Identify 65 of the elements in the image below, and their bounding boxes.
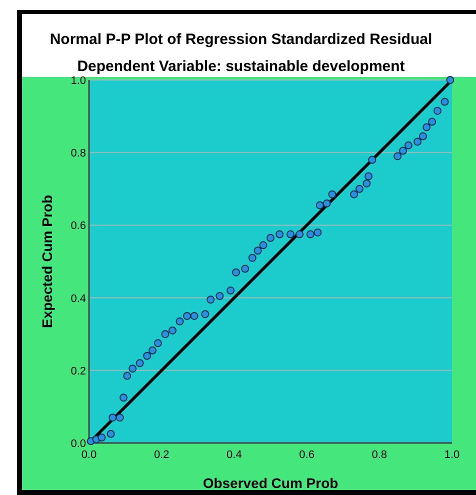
point [422, 123, 431, 132]
point [355, 184, 364, 193]
point [276, 230, 284, 238]
point [161, 330, 170, 338]
point [394, 152, 402, 160]
chart-title: Normal P-P Plot of Regression Standardized Residual [50, 31, 432, 48]
point [108, 414, 117, 422]
x-tick-label: 0.8 [372, 449, 388, 461]
point [440, 98, 449, 106]
point [259, 241, 268, 250]
point [98, 434, 106, 442]
x-axis-title: Observed Cum Prob [202, 475, 338, 491]
point [206, 296, 215, 304]
point [183, 312, 192, 320]
x-tick-label: 1.0 [444, 449, 460, 461]
point [296, 230, 304, 238]
point [328, 190, 336, 198]
point [143, 352, 152, 360]
point [350, 190, 358, 198]
point [414, 138, 422, 146]
point [362, 179, 371, 188]
point [286, 230, 294, 238]
point [148, 346, 157, 354]
point [404, 141, 412, 150]
point [123, 372, 132, 380]
point [314, 228, 322, 236]
point [106, 430, 115, 438]
point [232, 268, 240, 276]
point [176, 317, 184, 326]
y-tick-label: 0.6 [70, 220, 86, 232]
point [241, 264, 250, 273]
point [446, 76, 454, 84]
point [116, 414, 124, 422]
point [316, 201, 324, 210]
point [322, 199, 331, 208]
x-tick-label: 0.4 [226, 449, 242, 461]
y-tick-label: 0.0 [70, 438, 86, 450]
point [433, 106, 442, 115]
point [136, 359, 144, 368]
y-tick-label: 0.8 [70, 148, 86, 160]
x-tick-label: 0.6 [299, 449, 314, 461]
x-tick-label: 0.2 [154, 449, 170, 461]
point [368, 156, 376, 164]
point [216, 292, 224, 300]
point [201, 310, 210, 318]
point [364, 172, 373, 180]
point [398, 146, 407, 155]
point [418, 132, 427, 140]
y-axis-title: Expected Cum Prob [39, 194, 55, 328]
x-tick-label: 0.0 [81, 449, 97, 461]
y-tick-label: 0.4 [70, 292, 86, 305]
point [226, 286, 235, 295]
point [428, 118, 436, 126]
point [119, 394, 128, 402]
y-tick-label: 0.2 [70, 365, 86, 378]
point [306, 230, 314, 238]
point [128, 364, 137, 373]
point [154, 339, 162, 348]
point [190, 312, 198, 320]
point [254, 246, 262, 255]
point [266, 234, 274, 242]
chart-subtitle: Dependent Variable: sustainable development [77, 58, 405, 75]
point [248, 254, 256, 262]
point [168, 326, 176, 334]
y-tick-label: 1.0 [70, 75, 86, 87]
